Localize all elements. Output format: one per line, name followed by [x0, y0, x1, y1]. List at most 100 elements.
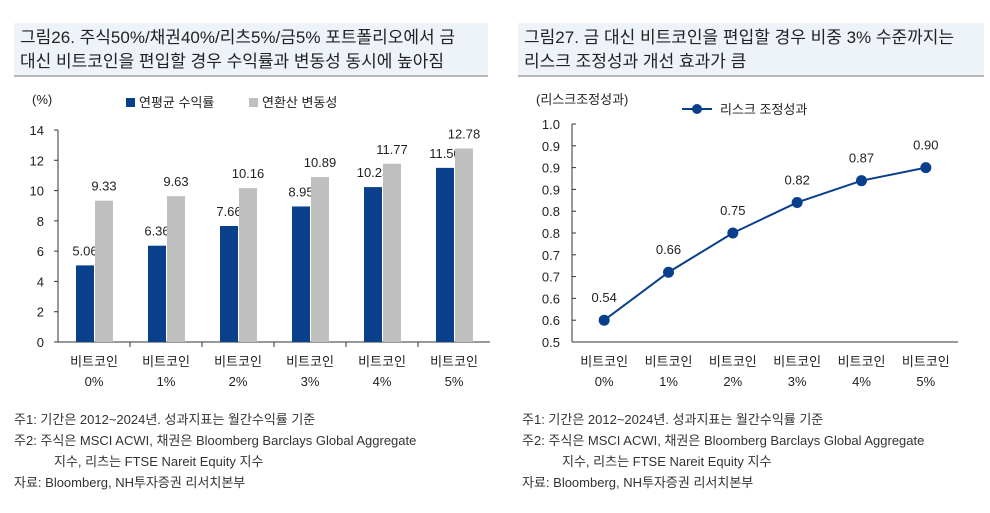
data-label: 0.54: [592, 290, 617, 305]
bar: [148, 245, 166, 342]
x-tick-label: 3%: [788, 374, 807, 389]
legend-label: 리스크 조정성과: [720, 102, 807, 117]
x-tick-label: 비트코인: [902, 354, 950, 369]
title-line: 리스크 조정성과 개선 효과가 큼: [524, 52, 747, 71]
y-tick-label: 0.7: [542, 248, 560, 263]
data-label: 11.50: [429, 146, 461, 161]
x-tick-label: 1%: [659, 374, 678, 389]
y-tick-label: 0.9: [542, 161, 560, 176]
data-point: [920, 162, 932, 174]
data-label: 8.95: [288, 184, 313, 199]
y-tick-label: 0.9: [542, 182, 560, 197]
data-label: 0.87: [849, 151, 874, 166]
data-label: 0.82: [785, 172, 810, 187]
y-tick-label: 14: [30, 123, 44, 138]
data-label: 10.16: [232, 166, 265, 181]
data-label: 9.33: [91, 179, 116, 194]
x-tick-label: 1%: [157, 374, 176, 389]
x-tick-label: 비트코인: [214, 354, 262, 369]
bar: [76, 265, 94, 342]
x-tick-label: 비트코인: [838, 354, 886, 369]
x-tick-label: 비트코인: [773, 354, 821, 369]
x-tick-label: 비트코인: [142, 354, 190, 369]
bar: [220, 226, 238, 342]
x-tick-label: 2%: [723, 374, 742, 389]
x-tick-label: 비트코인: [709, 354, 757, 369]
y-tick-label: 0.7: [542, 270, 560, 285]
x-tick-label: 4%: [852, 374, 871, 389]
x-tick-label: 비트코인: [358, 354, 406, 369]
data-label: 11.77: [376, 142, 408, 157]
data-label: 6.36: [144, 224, 169, 239]
note: 주2: 주식은 MSCI ACWI, 채권은 Bloomberg Barclay…: [522, 433, 925, 448]
data-label: 0.90: [913, 138, 938, 153]
x-tick-label: 비트코인: [286, 354, 334, 369]
x-tick-label: 0%: [595, 374, 614, 389]
y-tick-label: 0.8: [542, 226, 560, 241]
line-chart: (리스크조정성과) 리스크 조정성과 0.5 0.6 0.6 0.7 0.7 0.8 0.8 0.…: [536, 92, 958, 389]
y-tick-label: 0: [37, 335, 44, 350]
note: 주2: 주식은 MSCI ACWI, 채권은 Bloomberg Barclay…: [14, 433, 417, 448]
legend-swatch: [249, 98, 258, 107]
x-tick-label: 4%: [373, 374, 392, 389]
right-chart-title: 그림27. 금 대신 비트코인을 편입할 경우 비중 3% 수준까지는 리스크 …: [518, 23, 984, 77]
y-tick-label: 2: [37, 305, 44, 320]
title-line: 대신 비트코인을 편입할 경우 수익률과 변동성 동시에 높아짐: [20, 52, 445, 71]
y-tick-label: 0.6: [542, 291, 560, 306]
data-point: [598, 314, 610, 326]
bar: [311, 177, 329, 342]
data-point: [663, 266, 674, 278]
x-tick-label: 2%: [229, 374, 248, 389]
series-line: [603, 166, 927, 322]
y-tick-label: 12: [30, 153, 44, 168]
legend-label: 연평균 수익률: [139, 95, 214, 110]
title-line: 그림27. 금 대신 비트코인을 편입할 경우 비중 3% 수준까지는: [524, 28, 955, 47]
y-tick-label: 1.0: [542, 117, 560, 132]
x-tick-label: 3%: [301, 374, 320, 389]
bar: [239, 188, 257, 342]
data-point: [791, 196, 803, 208]
y-tick-label: 0.5: [542, 335, 560, 350]
data-label: 10.23: [357, 165, 390, 180]
bar: [455, 148, 473, 342]
y-tick-label: 8: [37, 214, 44, 229]
x-tick-label: 5%: [445, 374, 464, 389]
bar-chart: (%) 연평균 수익률 연환산 변동성 0 2 4 6 8 10 12 14 비트코인 0% 5.06 9.…: [30, 92, 490, 389]
note: 주1: 기간은 2012~2024년. 성과지표는 월간수익률 기준: [522, 412, 824, 427]
x-tick-label: 5%: [916, 374, 935, 389]
source-note: 자료: Bloomberg, NH투자증권 리서치본부: [14, 475, 246, 490]
y-axis-label: (%): [32, 92, 52, 107]
legend-swatch: [126, 98, 135, 107]
bar: [95, 200, 113, 342]
title-line: 그림26. 주식50%/채권40%/리츠5%/금5% 포트폴리오에서 금: [20, 28, 456, 47]
x-tick-label: 비트코인: [580, 354, 628, 369]
x-tick-label: 비트코인: [70, 354, 118, 369]
data-label: 10.89: [304, 155, 337, 170]
note: 지수, 리츠는 FTSE Nareit Equity 지수: [54, 454, 264, 469]
bar: [383, 163, 401, 342]
data-label: 5.06: [72, 243, 97, 258]
note: 지수, 리츠는 FTSE Nareit Equity 지수: [562, 454, 772, 469]
y-tick-label: 0.8: [542, 204, 560, 219]
x-tick-label: 비트코인: [645, 354, 693, 369]
x-tick-label: 비트코인: [430, 354, 478, 369]
bar: [292, 206, 310, 342]
data-label: 0.75: [720, 203, 745, 218]
left-chart-title: 그림26. 주식50%/채권40%/리츠5%/금5% 포트폴리오에서 금 대신 …: [14, 23, 488, 77]
x-tick-label: 0%: [85, 374, 104, 389]
source-note: 자료: Bloomberg, NH투자증권 리서치본부: [522, 475, 754, 490]
y-tick-label: 10: [30, 184, 44, 199]
data-point: [856, 175, 867, 187]
data-label: 12.78: [448, 126, 481, 141]
left-notes: 주1: 기간은 2012~2024년. 성과지표는 월간수익률 기준 주2: 주…: [14, 409, 416, 493]
y-tick-label: 0.6: [542, 313, 560, 328]
legend-label: 연환산 변동성: [262, 95, 337, 110]
y-tick-label: 6: [37, 244, 44, 259]
bar: [364, 187, 382, 342]
note: 주1: 기간은 2012~2024년. 성과지표는 월간수익률 기준: [14, 412, 316, 427]
y-tick-label: 4: [37, 274, 44, 289]
y-axis-label: (리스크조정성과): [536, 92, 628, 107]
data-label: 7.66: [216, 204, 241, 219]
data-point: [727, 227, 739, 239]
y-tick-label: 0.9: [542, 139, 560, 154]
